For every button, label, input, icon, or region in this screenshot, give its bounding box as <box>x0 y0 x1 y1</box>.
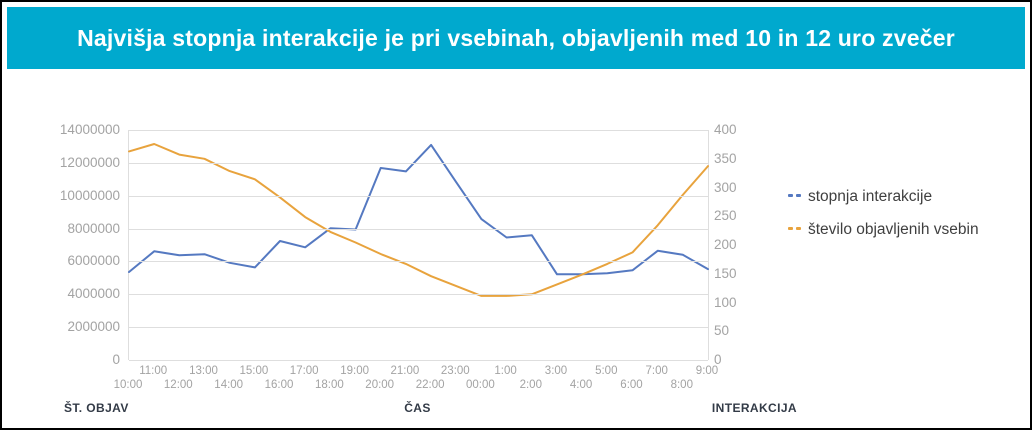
x-axis-tick-label: 7:00 <box>645 365 668 377</box>
left-axis-title: ŠT. OBJAV <box>64 401 129 415</box>
legend-dash-marker-blue <box>788 194 801 197</box>
legend-item-stevilo-objavljenih-vsebin[interactable]: število objavljenih vsebin <box>788 218 998 241</box>
x-axis-tick-label: 21:00 <box>390 365 420 377</box>
y-axis-right-tick-label: 300 <box>714 179 737 195</box>
chart-title: Najvišja stopnja interakcije je pri vseb… <box>77 24 955 51</box>
legend-label: število objavljenih vsebin <box>808 221 979 238</box>
x-axis-tick-label: 11:00 <box>139 365 168 377</box>
y-axis-left-tick-label: 6000000 <box>67 253 120 269</box>
x-axis-tick-label: 1:00 <box>494 365 517 377</box>
y-axis-left-tick-label: 10000000 <box>59 187 120 203</box>
gridline <box>129 327 708 329</box>
legend-dash-marker-orange <box>788 227 801 230</box>
legend: stopnja interakcije število objavljenih … <box>788 185 998 251</box>
gridline <box>129 360 708 361</box>
x-axis-tick-label: 15:00 <box>239 365 269 377</box>
gridline <box>129 228 708 230</box>
series-line-1 <box>128 143 709 297</box>
y-axis-left-tick-label: 0 <box>112 352 120 367</box>
right-axis-title: INTERAKCIJA <box>711 401 797 415</box>
plot-area <box>128 130 709 361</box>
x-axis-tick-label: 2:00 <box>519 379 542 391</box>
y-axis-right-tick-label: 150 <box>714 265 737 281</box>
series-line-0 <box>128 143 709 276</box>
y-axis-left-tick-label: 8000000 <box>67 220 120 236</box>
y-axis-right-tick-label: 200 <box>714 237 737 252</box>
y-axis-right-tick-label: 0 <box>714 352 722 367</box>
x-axis-tick-label: 23:00 <box>440 365 470 377</box>
x-axis-tick-label: 14:00 <box>214 379 244 391</box>
x-axis-tick-label: 3:00 <box>544 365 568 377</box>
title-banner: Najvišja stopnja interakcije je pri vseb… <box>7 7 1025 69</box>
y-axis-right-tick-label: 50 <box>714 323 730 339</box>
gridline <box>129 261 708 263</box>
x-axis-tick-label: 19:00 <box>340 365 369 377</box>
y-axis-right-tick-label: 100 <box>714 294 737 310</box>
y-axis-right-tick-label: 250 <box>714 208 737 224</box>
x-axis-tick-label: 8:00 <box>670 379 693 391</box>
x-axis-tick-label: 9:00 <box>695 365 719 377</box>
y-axis-right-tick-label: 400 <box>714 122 737 137</box>
series-lines <box>128 143 709 297</box>
y-axis-left-tick-label: 2000000 <box>67 319 120 335</box>
x-axis-tick-label: 16:00 <box>264 379 294 391</box>
x-axis-tick-label: 22:00 <box>415 379 445 391</box>
y-axis-left-tick-label: 14000000 <box>59 122 120 137</box>
y-axis-right-tick-label: 350 <box>714 150 737 166</box>
x-axis-tick-label: 5:00 <box>595 365 618 377</box>
y-axis-left-tick-label: 12000000 <box>59 154 120 170</box>
x-axis-tick-label: 4:00 <box>569 379 593 391</box>
x-axis-tick-label: 18:00 <box>315 379 344 391</box>
gridline <box>129 294 708 296</box>
x-axis-tick-label: 6:00 <box>620 379 643 391</box>
legend-item-stopnja-interakcije[interactable]: stopnja interakcije <box>788 185 998 208</box>
legend-label: stopnja interakcije <box>808 188 933 205</box>
x-axis-title: ČAS <box>404 401 431 415</box>
x-axis-tick-label: 17:00 <box>289 365 319 377</box>
x-axis-tick-label: 12:00 <box>163 379 193 391</box>
x-axis-tick-label: 20:00 <box>365 379 395 391</box>
x-axis-tick-label: 13:00 <box>189 365 218 377</box>
x-axis-tick-label: 00:00 <box>466 379 495 391</box>
y-axis-left-tick-label: 4000000 <box>67 286 120 302</box>
gridline <box>129 195 708 197</box>
gridline <box>129 130 708 131</box>
gridline <box>129 162 708 164</box>
x-axis-tick-label: 10:00 <box>113 379 143 391</box>
